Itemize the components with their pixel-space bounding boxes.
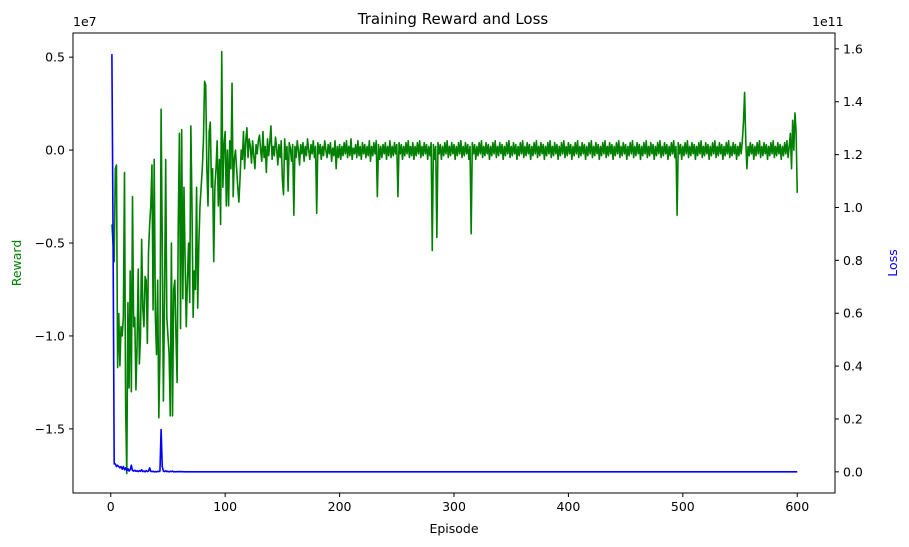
loss-series-line bbox=[111, 54, 798, 473]
reward-series-line bbox=[111, 50, 799, 475]
left-offset-text: 1e7 bbox=[73, 14, 97, 29]
chart-title: Training Reward and Loss bbox=[357, 10, 549, 28]
x-tick-label: 400 bbox=[556, 499, 580, 514]
right-tick-label: 0.6 bbox=[843, 306, 863, 321]
x-axis: 0 100 200 300 400 500 600 bbox=[107, 493, 809, 514]
left-tick-label: −1.0 bbox=[35, 328, 65, 343]
right-y-axis: 0.0 0.2 0.4 0.6 0.8 1.0 1.2 1.4 1.6 bbox=[835, 41, 863, 479]
left-tick-label: −0.5 bbox=[35, 236, 65, 251]
right-tick-label: 1.0 bbox=[843, 200, 863, 215]
right-tick-label: 0.4 bbox=[843, 359, 863, 374]
series-layer bbox=[111, 50, 799, 475]
right-tick-label: 1.4 bbox=[843, 94, 863, 109]
right-tick-label: 0.0 bbox=[843, 464, 863, 479]
right-y-axis-label: Loss bbox=[885, 249, 900, 276]
right-offset-text: 1e11 bbox=[812, 14, 844, 29]
right-tick-label: 0.8 bbox=[843, 253, 863, 268]
left-tick-label: −1.5 bbox=[35, 421, 65, 436]
x-axis-label: Episode bbox=[429, 521, 478, 536]
x-tick-label: 600 bbox=[785, 499, 809, 514]
left-y-axis: −1.5 −1.0 −0.5 0.0 0.5 bbox=[35, 50, 73, 436]
x-tick-label: 200 bbox=[328, 499, 352, 514]
x-tick-label: 0 bbox=[107, 499, 115, 514]
x-tick-label: 500 bbox=[671, 499, 695, 514]
right-tick-label: 1.6 bbox=[843, 41, 863, 56]
x-tick-label: 300 bbox=[442, 499, 466, 514]
x-tick-label: 100 bbox=[213, 499, 237, 514]
left-tick-label: 0.0 bbox=[45, 143, 65, 158]
left-tick-label: 0.5 bbox=[45, 50, 65, 65]
right-tick-label: 1.2 bbox=[843, 147, 863, 162]
left-y-axis-label: Reward bbox=[9, 240, 24, 287]
right-tick-label: 0.2 bbox=[843, 411, 863, 426]
